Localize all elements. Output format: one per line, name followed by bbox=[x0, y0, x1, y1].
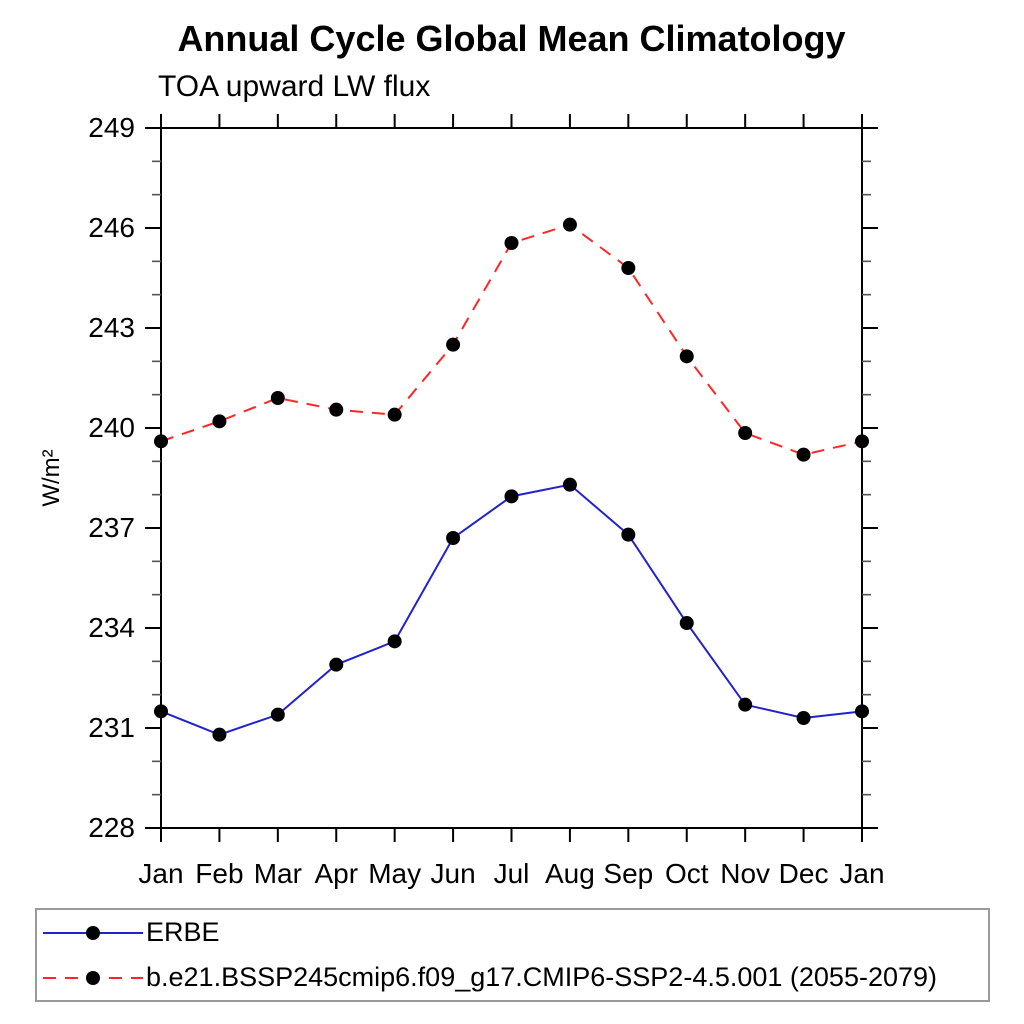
legend-line-sample bbox=[43, 925, 143, 940]
legend-line-sample bbox=[43, 970, 143, 985]
y-tick-label: 249 bbox=[88, 112, 135, 143]
data-point bbox=[387, 634, 402, 649]
data-point bbox=[679, 616, 694, 630]
x-tick-label: Mar bbox=[254, 858, 302, 889]
data-point bbox=[621, 527, 636, 542]
data-point bbox=[387, 407, 402, 422]
series-line-0 bbox=[160, 483, 863, 736]
legend-item-erbe: ERBE bbox=[37, 910, 988, 955]
x-tick-label: Nov bbox=[720, 858, 770, 889]
data-point bbox=[855, 434, 869, 449]
legend-item-model: b.e21.BSSP245cmip6.f09_g17.CMIP6-SSP2-4.… bbox=[37, 955, 988, 1000]
y-tick-label: 234 bbox=[88, 612, 135, 643]
data-point bbox=[329, 402, 344, 417]
x-tick-label: Jan bbox=[839, 858, 884, 889]
y-tick-label: 243 bbox=[88, 312, 135, 343]
data-point bbox=[738, 697, 753, 712]
chart-title: Annual Cycle Global Mean Climatology bbox=[177, 18, 846, 59]
data-point bbox=[796, 711, 811, 725]
x-tick-label: Jul bbox=[494, 858, 530, 889]
y-tick-label: 246 bbox=[88, 212, 135, 243]
y-tick-label: 228 bbox=[88, 812, 135, 843]
legend-box: ERBE b.e21.BSSP245cmip6.f09_g17.CMIP6-SS… bbox=[35, 908, 990, 1002]
data-point bbox=[738, 426, 753, 440]
data-point bbox=[329, 657, 344, 672]
data-point bbox=[270, 391, 285, 405]
series-line-1 bbox=[160, 223, 863, 456]
data-point bbox=[212, 727, 227, 742]
y-tick-label: 237 bbox=[88, 512, 135, 543]
axis-frame bbox=[160, 127, 863, 829]
data-point bbox=[446, 337, 461, 352]
x-tick-label: Apr bbox=[314, 858, 358, 889]
chart-subtitle: TOA upward LW flux bbox=[158, 70, 431, 103]
x-tick-label: Oct bbox=[665, 858, 709, 889]
x-tick-label: Dec bbox=[779, 858, 829, 889]
data-point bbox=[504, 489, 519, 504]
data-point bbox=[621, 261, 636, 275]
data-point bbox=[154, 704, 168, 719]
legend-marker-icon bbox=[86, 970, 100, 985]
data-point bbox=[562, 217, 577, 232]
legend-label: b.e21.BSSP245cmip6.f09_g17.CMIP6-SSP2-4.… bbox=[146, 962, 938, 992]
legend-marker-icon bbox=[86, 925, 100, 940]
data-point bbox=[154, 434, 168, 449]
y-tick-label: 240 bbox=[88, 412, 135, 443]
x-tick-label: Sep bbox=[603, 858, 653, 889]
x-tick-label: Aug bbox=[545, 858, 595, 889]
data-point bbox=[796, 447, 811, 462]
data-point bbox=[270, 707, 285, 722]
x-tick-label: May bbox=[368, 858, 421, 889]
data-point bbox=[504, 236, 519, 250]
y-tick-label: 231 bbox=[88, 712, 135, 743]
data-point bbox=[679, 349, 694, 364]
x-tick-label: Jan bbox=[138, 858, 183, 889]
legend-label: ERBE bbox=[146, 917, 220, 947]
data-point bbox=[212, 414, 227, 429]
data-point bbox=[562, 477, 577, 492]
x-tick-label: Feb bbox=[195, 858, 243, 889]
x-tick-label: Jun bbox=[431, 858, 476, 889]
data-point bbox=[855, 704, 869, 719]
data-point bbox=[446, 531, 461, 545]
